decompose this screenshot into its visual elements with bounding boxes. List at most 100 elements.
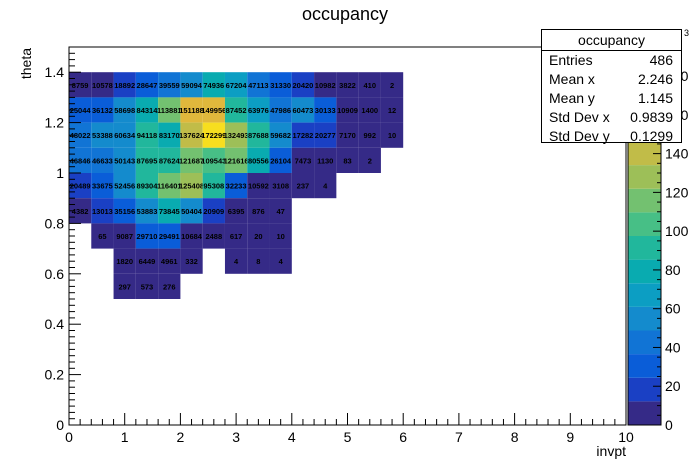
cell-count-label: 297 — [118, 282, 131, 291]
heatmap-cell — [269, 72, 292, 98]
color-scale-swatch — [628, 259, 661, 284]
color-scale-label: 140 — [665, 146, 689, 162]
stats-row-std-y: Std Dev y 0.1299 — [542, 127, 681, 146]
cell-count-label: 573 — [141, 282, 154, 291]
cell-count-label: 74936 — [203, 81, 224, 90]
heatmap-cell — [247, 147, 270, 173]
cell-count-label: 87624 — [159, 156, 181, 165]
cell-count-label: 10909 — [337, 106, 358, 115]
cell-count-label: 87695 — [137, 156, 158, 165]
cell-count-label: 59682 — [270, 131, 291, 140]
cell-count-label: 35156 — [114, 207, 135, 216]
stats-row-std-x: Std Dev x 0.9839 — [542, 108, 681, 127]
cell-count-label: 80556 — [248, 156, 269, 165]
color-scale-label: 120 — [665, 184, 689, 200]
cell-count-label: 9087 — [116, 232, 133, 241]
cell-count-label: 48022 — [70, 131, 91, 140]
heatmap-cell — [180, 223, 203, 249]
heatmap-cell — [224, 147, 248, 173]
stats-key: Std Dev y — [549, 128, 610, 144]
heatmap-cell — [180, 248, 203, 274]
cell-count-label: 7170 — [339, 131, 356, 140]
cell-count-label: 617 — [230, 232, 243, 241]
cell-count-label: 8759 — [72, 81, 89, 90]
cell-count-label: 17282 — [293, 131, 314, 140]
cell-count-label: 149956 — [201, 106, 226, 115]
cell-count-label: 132493 — [224, 131, 249, 140]
heatmap-cell — [135, 273, 159, 299]
cell-count-label: 47986 — [270, 106, 291, 115]
color-scale-label: 20 — [665, 378, 681, 394]
heatmap-cell — [202, 223, 225, 249]
cell-count-label: 18892 — [114, 81, 135, 90]
heatmap-cells: 8759 10578 18892 28647 39559 59094 74936 67204 4… — [69, 72, 404, 299]
cell-count-label: 10 — [276, 232, 284, 241]
cell-count-label: 10684 — [181, 232, 203, 241]
cell-count-label: 6395 — [228, 207, 245, 216]
color-scale-swatch — [628, 330, 661, 355]
heatmap-cell — [269, 223, 292, 249]
heatmap-cell — [91, 97, 114, 123]
heatmap-cell — [314, 97, 337, 123]
color-scale-label: 0 — [665, 417, 673, 433]
heatmap-cell — [224, 223, 248, 249]
x-tick-label: 9 — [566, 429, 574, 445]
heatmap-cell — [291, 173, 315, 199]
heatmap-cell — [202, 72, 225, 98]
cell-count-label: 50143 — [114, 156, 135, 165]
cell-count-label: 10982 — [315, 81, 336, 90]
cell-count-label: 53388 — [92, 131, 113, 140]
cell-count-label: 2 — [368, 156, 372, 165]
cell-count-label: 30133 — [315, 106, 336, 115]
cell-count-label: 12 — [388, 106, 396, 115]
cell-count-label: 13013 — [92, 207, 113, 216]
cell-count-label: 276 — [163, 282, 176, 291]
stats-row-mean-x: Mean x 2.246 — [542, 70, 681, 89]
cell-count-label: 3108 — [272, 182, 289, 191]
cell-count-label: 332 — [185, 257, 198, 266]
cell-count-label: 94118 — [137, 131, 157, 140]
heatmap-cell — [336, 122, 359, 148]
heatmap-cell — [247, 248, 270, 274]
heatmap-cell — [91, 223, 114, 249]
stats-box[interactable]: occupancy Entries 486 Mean x 2.246 Mean … — [541, 29, 682, 146]
heatmap-cell — [180, 97, 203, 123]
heatmap-cell — [135, 97, 159, 123]
cell-count-label: 20909 — [203, 207, 224, 216]
stats-key: Mean x — [549, 71, 595, 87]
heatmap-cell — [224, 72, 248, 98]
heatmap-cell — [91, 147, 114, 173]
heatmap-cell — [336, 72, 359, 98]
heatmap-cell — [269, 173, 292, 199]
x-tick-label: 3 — [232, 429, 240, 445]
cell-count-label: 1820 — [116, 257, 133, 266]
heatmap-cell — [358, 147, 381, 173]
heatmap-cell — [380, 97, 404, 123]
cell-count-label: 137624 — [179, 131, 205, 140]
y-tick-label: 0.4 — [45, 316, 65, 332]
cell-count-label: 67204 — [226, 81, 248, 90]
y-tick-label: 1 — [56, 165, 64, 181]
cell-count-label: 876 — [252, 207, 265, 216]
heatmap-cell — [247, 223, 270, 249]
heatmap-cell — [202, 122, 225, 148]
cell-count-label: 25044 — [70, 106, 92, 115]
cell-count-label: 4 — [234, 257, 239, 266]
cell-count-label: 47113 — [248, 81, 268, 90]
heatmap-cell — [158, 97, 181, 123]
heatmap-cell — [113, 173, 136, 199]
heatmap-cell — [269, 122, 292, 148]
color-scale-swatch — [628, 188, 661, 213]
cell-count-label: 46846 — [70, 156, 91, 165]
color-scale-swatch — [628, 377, 661, 402]
heatmap-cell — [180, 72, 203, 98]
heatmap-cell — [113, 147, 136, 173]
cell-count-label: 29491 — [159, 232, 180, 241]
heatmap-cell — [158, 198, 181, 224]
heatmap-cell — [91, 72, 114, 98]
heatmap-cell — [158, 147, 181, 173]
heatmap-cell — [224, 198, 248, 224]
x-tick-label: 10 — [618, 429, 634, 445]
cell-count-label: 59094 — [181, 81, 203, 90]
heatmap-cell — [91, 122, 114, 148]
